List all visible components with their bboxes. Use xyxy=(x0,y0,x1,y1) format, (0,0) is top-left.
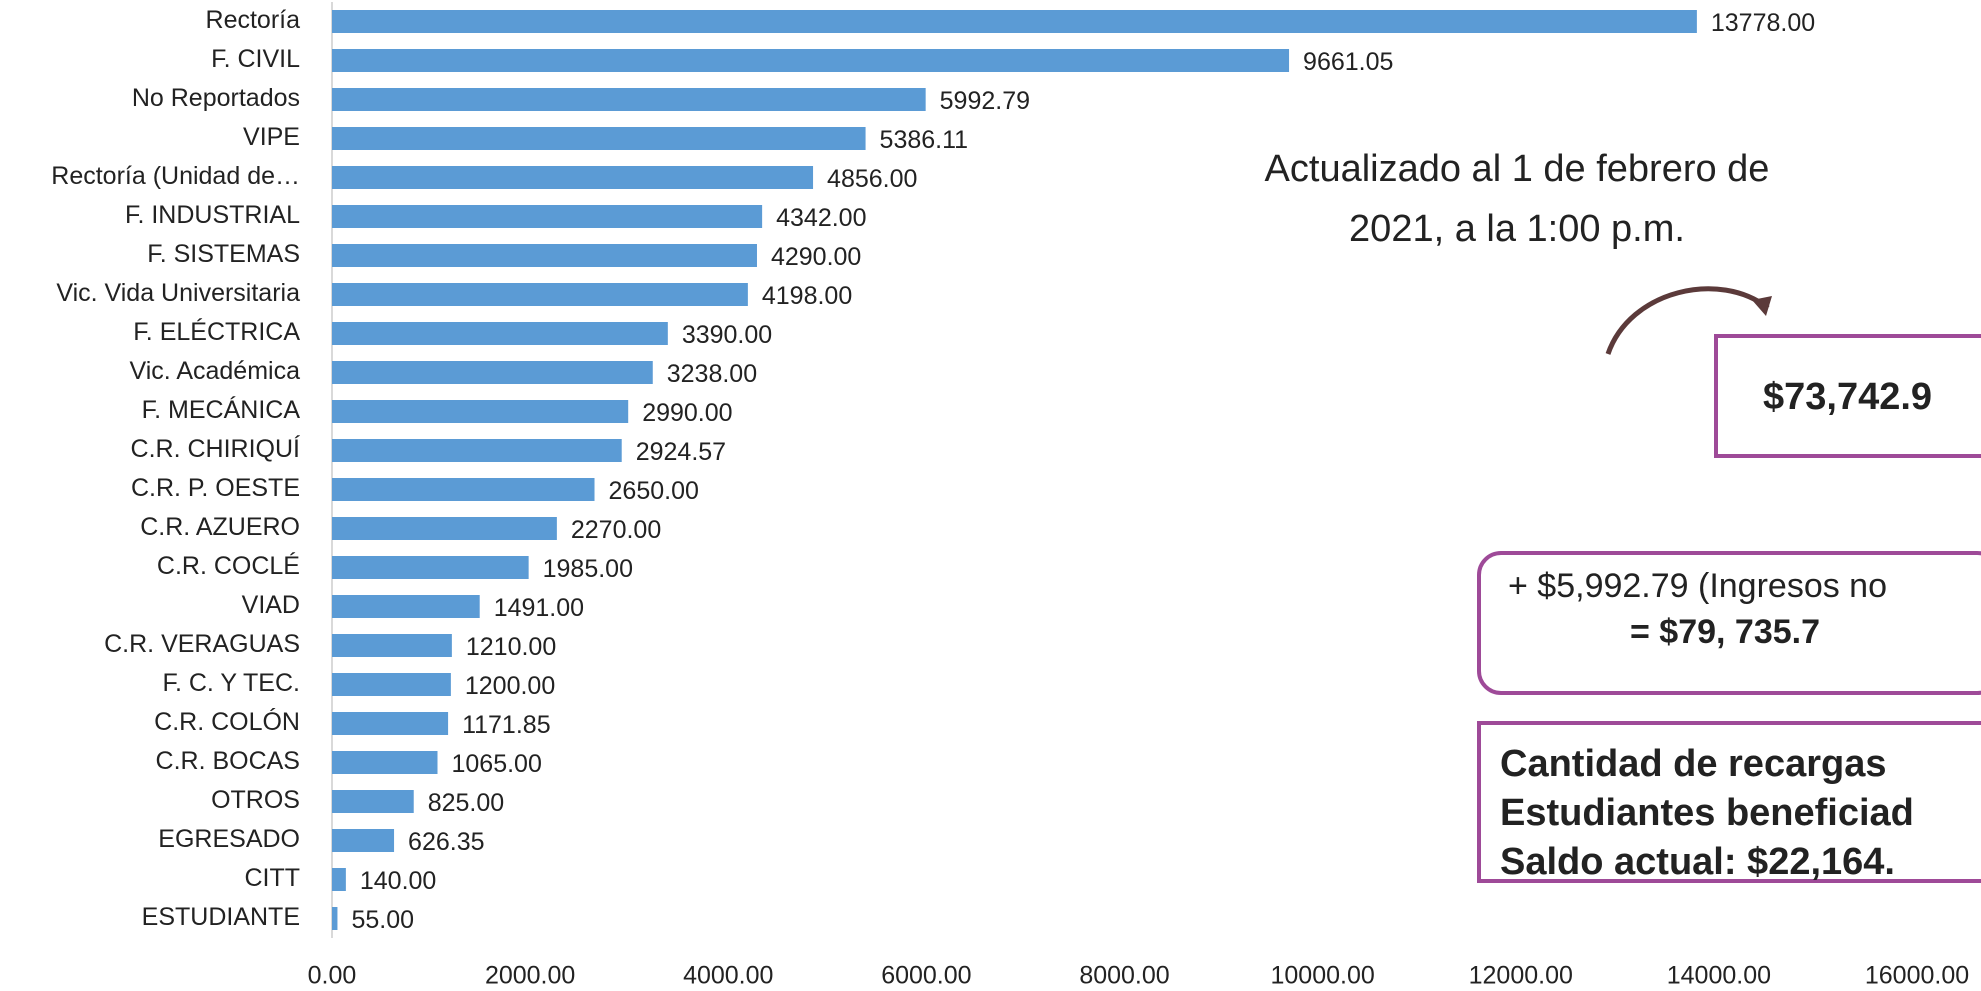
bar xyxy=(332,907,338,930)
x-tick-label: 4000.00 xyxy=(683,962,773,990)
x-tick-label: 12000.00 xyxy=(1469,962,1573,990)
y-tick-label: F. ELÉCTRICA xyxy=(133,317,300,346)
y-tick-label: VIPE xyxy=(243,123,300,151)
total-box xyxy=(1714,334,1981,458)
y-tick-label: OTROS xyxy=(211,786,300,814)
value-label: 5992.79 xyxy=(940,87,1030,115)
bar xyxy=(332,673,451,696)
y-tick-label: C.R. VERAGUAS xyxy=(104,630,300,658)
x-tick-label: 6000.00 xyxy=(881,962,971,990)
annotation: $73,742.9 xyxy=(1763,376,1932,418)
annotation: Actualizado al 1 de febrero de xyxy=(1265,148,1770,190)
value-label: 3390.00 xyxy=(682,321,772,349)
bar xyxy=(332,829,395,852)
bar xyxy=(332,400,629,423)
y-tick-label: CITT xyxy=(244,864,300,892)
y-tick-label: Rectoría xyxy=(206,6,301,34)
y-tick-label: C.R. BOCAS xyxy=(156,747,300,775)
summary-box xyxy=(1477,721,1981,883)
arrow xyxy=(1605,286,1770,355)
arrow-head xyxy=(1752,296,1772,316)
bar xyxy=(332,556,529,579)
bar xyxy=(332,205,763,228)
extra-box xyxy=(1477,551,1981,695)
y-tick-label: VIAD xyxy=(242,591,300,619)
y-tick-label: F. MECÁNICA xyxy=(142,395,301,424)
bar xyxy=(332,49,1290,72)
bar xyxy=(332,634,452,657)
value-label: 2270.00 xyxy=(571,516,661,544)
annotation: Saldo actual: $22,164. xyxy=(1500,841,1895,883)
y-tick-label: ESTUDIANTE xyxy=(142,903,300,931)
bar xyxy=(332,127,866,150)
value-label: 2650.00 xyxy=(609,477,699,505)
bar xyxy=(332,868,346,891)
bar xyxy=(332,790,414,813)
value-label: 1200.00 xyxy=(465,672,555,700)
value-label: 1985.00 xyxy=(543,555,633,583)
y-tick-label: Vic. Académica xyxy=(130,357,301,385)
bar xyxy=(332,751,438,774)
x-tick-label: 10000.00 xyxy=(1270,962,1374,990)
bar xyxy=(332,478,595,501)
value-label: 4342.00 xyxy=(776,204,866,232)
x-tick-label: 0.00 xyxy=(308,962,357,990)
value-label: 2990.00 xyxy=(642,399,732,427)
value-label: 3238.00 xyxy=(667,360,757,388)
value-label: 1210.00 xyxy=(466,633,556,661)
y-tick-label: Rectoría (Unidad de… xyxy=(51,162,300,190)
y-tick-label: No Reportados xyxy=(132,84,300,112)
bar xyxy=(332,88,926,111)
bar xyxy=(332,712,449,735)
x-tick-label: 2000.00 xyxy=(485,962,575,990)
x-tick-label: 8000.00 xyxy=(1079,962,1169,990)
y-tick-label: C.R. COCLÉ xyxy=(157,551,300,580)
value-label: 1171.85 xyxy=(462,711,551,739)
value-label: 55.00 xyxy=(351,906,414,934)
y-tick-label: F. C. Y TEC. xyxy=(162,669,300,697)
y-tick-label: C.R. P. OESTE xyxy=(131,474,300,502)
y-tick-label: C.R. CHIRIQUÍ xyxy=(131,434,301,463)
bar xyxy=(332,10,1697,33)
y-tick-label: F. CIVIL xyxy=(211,45,300,73)
annotation: = $79, 735.7 xyxy=(1630,613,1820,651)
value-label: 1491.00 xyxy=(494,594,584,622)
value-label: 4856.00 xyxy=(827,165,917,193)
value-label: 5386.11 xyxy=(880,126,969,154)
value-label: 626.35 xyxy=(408,828,484,856)
annotation: + $5,992.79 (Ingresos no xyxy=(1508,567,1887,605)
value-label: 825.00 xyxy=(428,789,504,817)
y-tick-label: C.R. COLÓN xyxy=(154,707,300,736)
y-tick-label: C.R. AZUERO xyxy=(140,513,300,541)
value-label: 1065.00 xyxy=(452,750,542,778)
bar xyxy=(332,595,480,618)
bar xyxy=(332,439,622,462)
bar xyxy=(332,322,668,345)
annotation: Cantidad de recargas xyxy=(1500,743,1886,785)
value-label: 4198.00 xyxy=(762,282,852,310)
bar xyxy=(332,361,653,384)
annotation: 2021, a la 1:00 p.m. xyxy=(1349,208,1685,250)
value-label: 9661.05 xyxy=(1303,48,1393,76)
x-tick-label: 16000.00 xyxy=(1865,962,1969,990)
value-label: 13778.00 xyxy=(1711,9,1815,37)
value-label: 2924.57 xyxy=(636,438,726,466)
bar xyxy=(332,283,748,306)
y-tick-label: F. INDUSTRIAL xyxy=(125,201,300,229)
annotation: Estudiantes beneficiad xyxy=(1500,792,1914,834)
value-label: 4290.00 xyxy=(771,243,861,271)
bar xyxy=(332,166,814,189)
y-tick-label: F. SISTEMAS xyxy=(147,240,300,268)
y-tick-label: EGRESADO xyxy=(158,825,300,853)
bar xyxy=(332,244,757,267)
x-tick-label: 14000.00 xyxy=(1667,962,1771,990)
y-tick-label: Vic. Vida Universitaria xyxy=(56,279,300,307)
value-label: 140.00 xyxy=(360,867,436,895)
bar xyxy=(332,517,557,540)
